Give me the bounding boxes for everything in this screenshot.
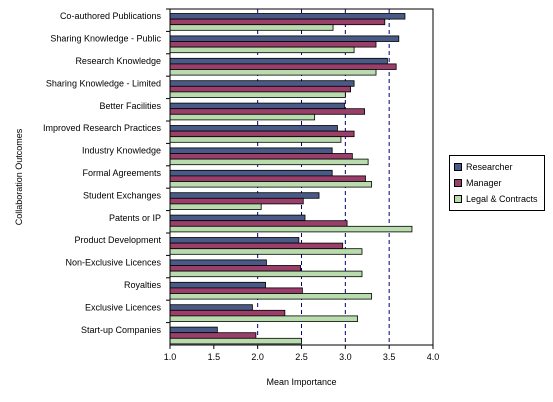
bar-research-knowledge-manager [169,63,397,70]
bar-research-knowledge-legal-contracts [169,69,377,76]
bar-sharing-knowledge-public-manager [169,41,377,48]
bar-start-up-companies-researcher [169,326,218,334]
x-tick-label-2-5: 2.5 [295,352,308,362]
bar-start-up-companies-legal-contracts [169,337,302,345]
bar-sharing-knowledge-limited-researcher [169,80,355,87]
legend-item-legal-contracts: Legal & Contracts [454,191,540,207]
bar-non-exclusive-licences-legal-contracts [169,270,363,278]
category-labels: Co-authored Publications Sharing Knowledg… [43,8,170,335]
bars [169,13,413,345]
bar-exclusive-licences-legal-contracts [169,315,359,322]
legend-item-researcher: Researcher [454,159,540,175]
bar-improved-research-practices-manager [169,130,355,138]
x-tick-label-4-0: 4.0 [427,352,440,362]
bar-industry-knowledge-legal-contracts [169,158,369,166]
category-label-start-up-companies: Start-up Companies [81,325,162,335]
bar-better-facilities-legal-contracts [169,113,316,121]
legend-swatch-legal-contracts [454,195,462,203]
x-tick-label-1-0: 1.0 [164,352,177,362]
category-label-exclusive-licences: Exclusive Licences [85,302,162,312]
bar-royalties-manager [169,287,303,294]
category-label-better-facilities: Better Facilities [99,101,161,111]
category-label-patents-or-ip: Patents or IP [109,213,161,223]
x-axis-title: Mean Importance [266,377,336,387]
bar-royalties-legal-contracts [169,293,373,300]
x-tick-label-1-5: 1.5 [208,352,221,362]
bar-co-authored-publications-manager [169,18,386,26]
bar-non-exclusive-licences-manager [169,265,302,272]
bar-start-up-companies-manager [169,332,257,339]
category-label-sharing-knowledge-public: Sharing Knowledge - Public [50,34,161,44]
bar-sharing-knowledge-public-researcher [169,35,400,42]
bar-research-knowledge-researcher [169,57,388,65]
category-label-improved-research-practices: Improved Research Practices [43,123,162,133]
category-label-formal-agreements: Formal Agreements [82,168,161,178]
bar-exclusive-licences-researcher [169,304,253,311]
x-axis-ticks: 1.0 1.5 2.0 2.5 3.0 3.5 4.0 [164,345,440,362]
y-axis-title: Collaboration Outcomes [14,128,24,225]
bar-industry-knowledge-researcher [169,147,333,154]
bar-sharing-knowledge-limited-legal-contracts [169,91,346,98]
x-tick-label-2-0: 2.0 [251,352,264,362]
bar-formal-agreements-manager [169,175,366,182]
bar-better-facilities-manager [169,108,366,115]
bar-product-development-researcher [169,237,300,244]
bar-non-exclusive-licences-researcher [169,259,267,266]
bar-product-development-manager [169,242,344,250]
bar-improved-research-practices-researcher [169,125,338,132]
category-label-royalties: Royalties [124,280,162,290]
legend-label-legal-contracts: Legal & Contracts [466,194,538,204]
bar-royalties-researcher [169,281,266,289]
bar-improved-research-practices-legal-contracts [169,136,342,143]
category-label-product-development: Product Development [74,235,161,245]
category-label-co-authored-publications: Co-authored Publications [60,11,162,21]
x-tick-label-3-0: 3.0 [339,352,352,362]
bar-co-authored-publications-researcher [169,13,406,20]
bar-patents-or-ip-researcher [169,214,306,222]
bar-patents-or-ip-manager [169,220,348,227]
x-tick-label-3-5: 3.5 [383,352,396,362]
bar-formal-agreements-legal-contracts [169,181,373,188]
bar-sharing-knowledge-limited-manager [169,85,351,93]
legend-swatch-manager [454,179,462,187]
category-label-student-exchanges: Student Exchanges [83,190,162,200]
category-label-research-knowledge: Research Knowledge [75,56,161,66]
bar-product-development-legal-contracts [169,248,363,255]
bar-formal-agreements-researcher [169,169,333,177]
legend-label-manager: Manager [466,178,502,188]
bar-exclusive-licences-manager [169,309,286,317]
category-label-industry-knowledge: Industry Knowledge [82,146,161,156]
legend-label-researcher: Researcher [466,162,513,172]
category-label-non-exclusive-licences: Non-Exclusive Licences [65,258,161,268]
bar-student-exchanges-legal-contracts [169,203,262,210]
bar-patents-or-ip-legal-contracts [169,225,413,233]
bar-student-exchanges-manager [169,197,304,205]
bar-sharing-knowledge-public-legal-contracts [169,46,355,54]
bar-better-facilities-researcher [169,102,345,110]
legend-item-manager: Manager [454,175,540,191]
bar-co-authored-publications-legal-contracts [169,24,334,31]
legend: Researcher Manager Legal & Contracts [449,155,545,211]
bar-industry-knowledge-manager [169,153,353,160]
legend-swatch-researcher [454,163,462,171]
category-label-sharing-knowledge-limited: Sharing Knowledge - Limited [46,78,161,88]
bar-student-exchanges-researcher [169,192,320,199]
